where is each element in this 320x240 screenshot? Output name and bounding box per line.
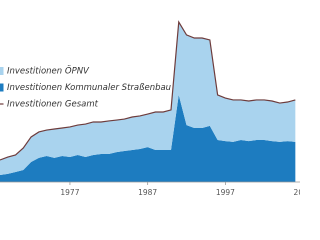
chart: 1977 1987 1997 2007 Investitionen ÖPNV Invest…	[0, 20, 300, 197]
legend-swatch	[0, 67, 4, 75]
legend-label: Investitionen ÖPNV	[7, 66, 90, 77]
area	[0, 94, 296, 182]
legend-label: Investitionen Gesamt	[7, 100, 99, 110]
line	[0, 20, 296, 161]
x-tick-label: 1977	[60, 188, 79, 197]
x-tick-label: 1997	[216, 188, 235, 197]
x-tick-label: 1987	[138, 188, 157, 197]
x-tick-label: 2007	[294, 188, 300, 197]
page: 1977 1987 1997 2007 Investitionen ÖPNV Invest…	[0, 20, 300, 197]
legend-swatch	[0, 83, 4, 92]
legend-label: Investitionen Kommunaler Straßenbau	[7, 83, 171, 93]
area	[0, 22, 296, 175]
